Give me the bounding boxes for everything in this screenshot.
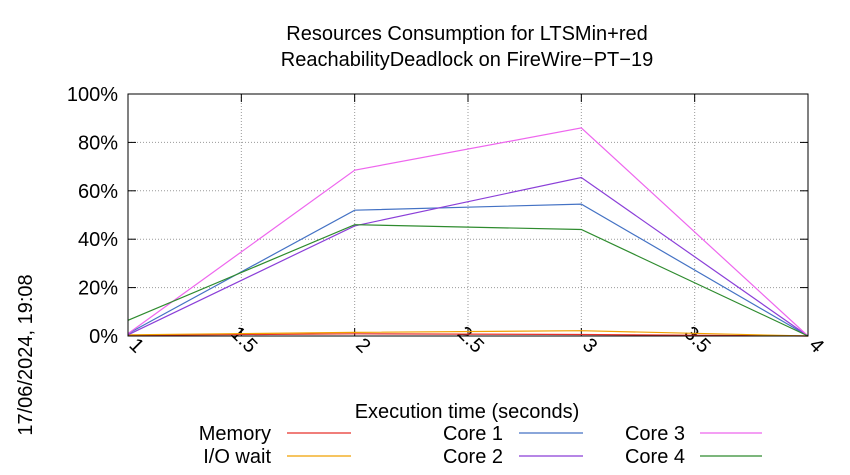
series-line-i-o-wait bbox=[127, 330, 809, 337]
legend-label-core-3: Core 3 bbox=[625, 423, 685, 445]
series-line-memory bbox=[127, 333, 809, 337]
y-tick-label: 20% bbox=[78, 278, 118, 300]
legend-label-core-1: Core 1 bbox=[443, 423, 503, 445]
side-timestamp-label: 17/06/2024, 19:08 bbox=[15, 274, 37, 435]
x-axis: 1 1.5 2 2.5 3 3.5 4 bbox=[125, 94, 828, 358]
x-tick-label: 1.5 bbox=[226, 322, 261, 357]
legend-label-core-4: Core 4 bbox=[625, 446, 685, 468]
grid bbox=[128, 94, 808, 336]
x-tick-label: 2 bbox=[351, 334, 374, 357]
y-axis: 0% 20% 40% 60% 80% 100% bbox=[67, 84, 808, 348]
legend-label-i-o-wait: I/O wait bbox=[203, 446, 271, 468]
legend-label-core-2: Core 2 bbox=[443, 446, 503, 468]
x-tick-label: 3.5 bbox=[679, 322, 714, 357]
series-lines bbox=[127, 127, 809, 337]
chart-title: Resources Consumption for LTSMin+red bbox=[286, 23, 647, 45]
series-line-core-3 bbox=[127, 127, 809, 337]
x-tick-label: 1 bbox=[125, 334, 148, 357]
series-line-core-2 bbox=[127, 176, 809, 337]
legend-label-memory: Memory bbox=[199, 423, 271, 445]
plot-frame bbox=[127, 93, 809, 337]
x-tick-label: 4 bbox=[805, 334, 828, 357]
x-axis-label: Execution time (seconds) bbox=[355, 401, 580, 423]
y-tick-label: 100% bbox=[67, 84, 118, 106]
y-tick-label: 0% bbox=[89, 326, 118, 348]
x-tick-label: 2.5 bbox=[453, 322, 488, 357]
y-tick-label: 60% bbox=[78, 181, 118, 203]
series-line-core-4 bbox=[127, 224, 809, 337]
y-tick-label: 80% bbox=[78, 132, 118, 154]
x-tick-label: 3 bbox=[578, 334, 601, 357]
y-tick-label: 40% bbox=[78, 229, 118, 251]
chart-subtitle: ReachabilityDeadlock on FireWire−PT−19 bbox=[281, 49, 653, 71]
